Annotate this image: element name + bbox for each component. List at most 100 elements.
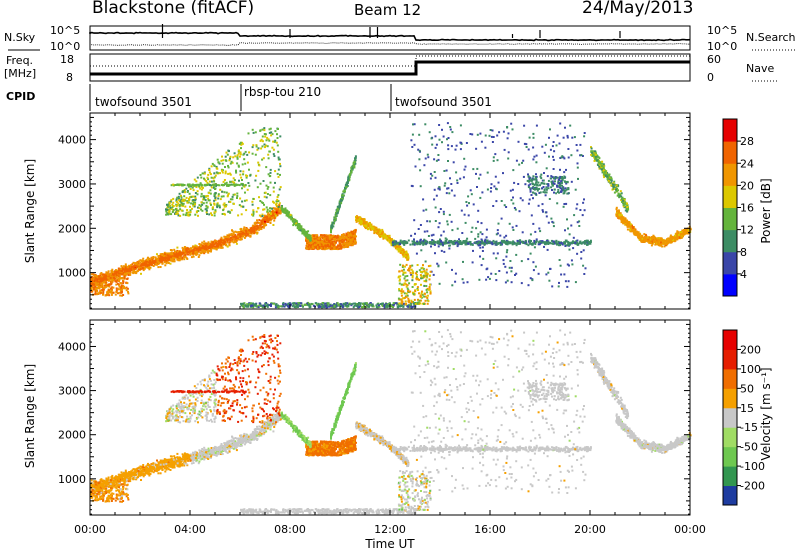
power-cell-4692	[548, 279, 551, 282]
power-cell-4562	[490, 183, 493, 186]
power-cell-774	[249, 227, 252, 230]
power-cell-1871	[112, 274, 115, 277]
power-cell-2226	[214, 197, 217, 199]
power-cell-4683	[492, 136, 495, 138]
power-cell-2125	[278, 207, 281, 210]
power-cell-2046	[204, 199, 207, 201]
power-cell-4275	[404, 256, 407, 259]
power-cell-4350	[403, 255, 406, 258]
power-cell-3705	[337, 205, 340, 208]
power-cell-1097	[270, 216, 273, 219]
power-cell-2158	[207, 178, 210, 181]
power-cell-1480	[230, 232, 233, 235]
power-cell-2346	[232, 177, 235, 180]
power-cell-4274	[396, 245, 399, 248]
power-cell-571	[130, 264, 133, 266]
power-cell-3326	[331, 245, 334, 248]
power-cell-4567	[496, 159, 499, 162]
power-cell-2008	[230, 209, 233, 212]
power-cell-1105	[267, 219, 270, 222]
power-cell-3298	[336, 236, 339, 238]
power-cell-1444	[185, 248, 188, 251]
power-cell-982	[249, 232, 251, 235]
power-cell-4510	[447, 148, 450, 151]
power-cell-4644	[543, 151, 546, 154]
power-cell-2421	[216, 171, 219, 174]
power-cell-4693	[462, 260, 464, 263]
power-cell-1170	[164, 260, 167, 263]
power-cell-1603	[258, 221, 261, 224]
power-cell-4432	[560, 273, 563, 276]
power-cell-3255	[345, 238, 347, 241]
power-cell-4410	[451, 131, 454, 134]
power-cell-2491	[176, 210, 179, 213]
power-cell-2307	[251, 152, 254, 155]
power-cell-3677	[337, 207, 340, 210]
power-cell-4584	[545, 215, 548, 218]
power-cell-2273	[193, 205, 196, 208]
power-cell-1957	[260, 201, 263, 204]
power-cell-3299	[308, 242, 311, 245]
power-cell-1398	[173, 260, 176, 263]
power-cell-2345	[277, 156, 280, 159]
power-cell-1489	[207, 243, 210, 246]
power-cell-1287	[192, 249, 195, 252]
power-cell-4243	[380, 234, 383, 237]
power-cell-4372	[388, 238, 390, 241]
power-cell-2201	[200, 192, 203, 195]
power-cell-1134	[214, 240, 217, 243]
power-cell-3752	[352, 162, 355, 165]
power-cell-2138	[273, 201, 275, 204]
power-cell-1498	[187, 250, 190, 253]
power-cell-3535	[299, 226, 302, 229]
power-cell-2208	[238, 204, 241, 207]
power-cell-2396	[228, 200, 231, 203]
power-cell-2221	[198, 204, 201, 207]
power-cell-2183	[188, 192, 191, 195]
power-cell-1555	[168, 258, 171, 261]
power-cell-4760	[532, 222, 535, 225]
power-cell-2358	[229, 157, 231, 160]
power-cell-2533	[203, 196, 205, 199]
power-cell-4563	[438, 124, 441, 126]
power-cell-1681	[194, 247, 197, 250]
power-cell-1186	[173, 250, 176, 253]
power-cell-1252	[141, 260, 143, 263]
power-cell-2963	[305, 238, 308, 241]
power-cell-2609	[236, 183, 239, 186]
power-cell-1963	[177, 197, 180, 200]
power-cell-1539	[194, 244, 197, 247]
power-cell-4500	[479, 255, 481, 258]
power-cell-2397	[252, 212, 255, 215]
power-cell-4633	[497, 181, 500, 184]
power-cell-3336	[344, 242, 347, 245]
power-cell-1344	[137, 268, 140, 271]
power-cell-4529	[436, 262, 439, 265]
power-cell-1752	[127, 274, 130, 276]
power-cell-2057	[266, 187, 269, 190]
power-cell-4404	[369, 222, 371, 225]
power-cell-2043	[192, 189, 195, 192]
power-cell-2312	[176, 212, 179, 215]
power-cell-1430	[216, 243, 219, 245]
power-cell-2336	[208, 168, 211, 171]
power-cell-1818	[108, 289, 111, 291]
power-cell-3256	[341, 240, 344, 243]
power-cell-4832	[528, 198, 531, 201]
power-cell-1658	[140, 263, 143, 266]
power-cell-2210	[182, 202, 185, 205]
power-cell-4603	[445, 192, 448, 195]
power-cell-4093	[393, 245, 396, 248]
power-cell-1857	[116, 282, 119, 285]
power-cell-3529	[301, 230, 304, 233]
power-cell-2914	[344, 237, 346, 240]
power-cell-1328	[142, 267, 145, 270]
power-cell-4463	[439, 208, 442, 210]
power-cell-2305	[271, 146, 274, 149]
power-cell-3327	[306, 238, 309, 241]
power-cell-2263	[210, 212, 212, 215]
power-cell-2326	[225, 205, 227, 208]
power-cell-1919	[104, 294, 107, 297]
power-cell-2203	[201, 209, 204, 212]
power-cell-1615	[185, 250, 188, 252]
